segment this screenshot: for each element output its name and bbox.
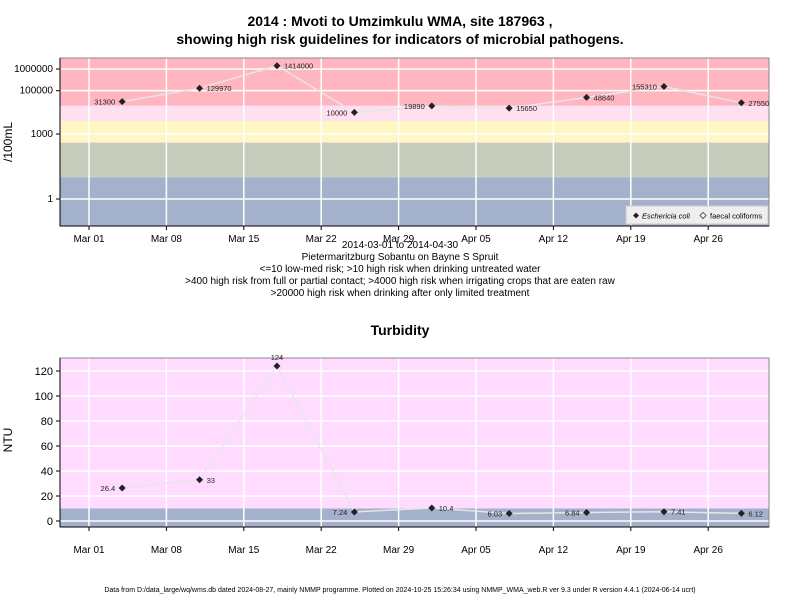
turbidity-point xyxy=(737,509,745,517)
y-tick-label: 120 xyxy=(35,366,53,378)
turbidity-data-label: 10.4 xyxy=(439,504,454,513)
band-high-risk xyxy=(60,58,769,106)
x-tick-label: Apr 19 xyxy=(616,545,646,556)
ecoli-point xyxy=(583,93,591,101)
x-tick-label: Mar 01 xyxy=(73,545,105,556)
turbidity-data-label: 6.12 xyxy=(748,509,763,518)
x-tick-label: Apr 12 xyxy=(539,545,569,556)
chart-title-line1: 2014 : Mvoti to Umzimkulu WMA, site 1879… xyxy=(247,13,553,29)
ecoli-data-label: 48840 xyxy=(594,93,615,102)
chart-title-line2: showing high risk guidelines for indicat… xyxy=(176,31,624,47)
x-tick-label: Mar 29 xyxy=(383,234,415,245)
turbidity-data-label: 124 xyxy=(271,353,284,362)
legend-box xyxy=(625,205,769,225)
y-tick-label: 80 xyxy=(41,416,53,428)
x-tick-label: Mar 08 xyxy=(151,545,183,556)
ecoli-data-label: 10000 xyxy=(327,108,348,117)
x-tick-label: Apr 19 xyxy=(616,234,646,245)
ecoli-point xyxy=(428,102,436,110)
turbidity-data-label: 7.24 xyxy=(333,508,348,517)
x-tick-label: Apr 26 xyxy=(693,234,723,245)
band-irrigation-risk xyxy=(60,120,769,143)
ecoli-point xyxy=(660,83,668,91)
turbidity-point xyxy=(118,484,126,492)
ecoli-data-label: 19890 xyxy=(404,102,425,111)
y-tick-label: 20 xyxy=(41,491,53,503)
caption-date-range: 2014-03-01 to 2014-04-30 xyxy=(341,240,459,251)
footer-note: Data from D:/data_large/wq/wms.db dated … xyxy=(104,587,696,594)
caption-site-name: Pietermaritzburg Sobantu on Bayne S Spru… xyxy=(301,252,499,263)
y-axis-label: NTU xyxy=(1,428,15,453)
ecoli-data-label: 27550 xyxy=(748,99,769,108)
turbidity-data-label: 6.84 xyxy=(565,508,580,517)
y-tick-label: 100 xyxy=(35,391,53,403)
caption-guideline-drinking: <=10 low-med risk; >10 high risk when dr… xyxy=(259,264,541,275)
x-tick-label: Apr 05 xyxy=(461,545,491,556)
legend-label-faecal: faecal coliforms xyxy=(710,212,762,221)
turbidity-data-label: 7.41 xyxy=(671,508,686,517)
ecoli-point xyxy=(196,84,204,92)
ecoli-chart: 1 1000 100000 1000000/100mL Mar 01 Mar 08 Mar … xyxy=(1,57,770,245)
x-tick-label: Apr 05 xyxy=(461,234,491,245)
y-tick-label: 1000000 xyxy=(14,64,53,75)
caption-guideline-contact: >400 high risk from full or partial cont… xyxy=(185,276,615,287)
turbidity-chart: 0 20 40 60 80 100 120 NTU Mar 01 Mar 08 Mar 15 Mar … xyxy=(1,353,770,556)
x-tick-label: Mar 29 xyxy=(383,545,415,556)
y-tick-label: 100000 xyxy=(20,86,54,97)
legend-marker-ecoli xyxy=(633,212,639,219)
turbidity-point xyxy=(505,509,513,517)
legend-marker-faecal xyxy=(699,211,707,220)
ecoli-data-label: 1414000 xyxy=(284,62,313,71)
x-tick-label: Apr 12 xyxy=(539,234,569,245)
turbidity-data-label: 26.4 xyxy=(101,484,116,493)
ecoli-point xyxy=(505,104,513,112)
turbidity-point xyxy=(428,504,436,512)
ecoli-data-label: 129970 xyxy=(207,84,232,93)
band-drinking-risk xyxy=(60,142,769,178)
ecoli-point xyxy=(350,108,358,116)
x-tick-label: Mar 01 xyxy=(73,234,105,245)
y-tick-label: 0 xyxy=(47,516,53,528)
x-tick-label: Mar 08 xyxy=(151,234,183,245)
turbidity-title: Turbidity xyxy=(370,322,430,338)
turbidity-data-label: 33 xyxy=(207,476,215,485)
y-tick-label: 1 xyxy=(47,194,53,205)
legend-label-ecoli: Eschericia coli xyxy=(642,212,690,221)
turbidity-point xyxy=(660,508,668,516)
x-tick-label: Mar 15 xyxy=(228,234,260,245)
turbidity-point xyxy=(196,476,204,484)
y-tick-label: 1000 xyxy=(31,129,54,140)
x-tick-label: Mar 15 xyxy=(228,545,260,556)
turbidity-point xyxy=(583,508,591,516)
ecoli-data-label: 15650 xyxy=(516,104,537,113)
ecoli-point xyxy=(118,98,126,106)
caption-guideline-treatment: >20000 high risk when drinking after onl… xyxy=(270,288,530,299)
ecoli-point xyxy=(737,99,745,107)
ecoli-point xyxy=(273,62,281,70)
turbidity-point xyxy=(273,362,281,370)
turbidity-data-label: 6.03 xyxy=(488,509,503,518)
x-tick-label: Mar 22 xyxy=(306,545,338,556)
y-tick-label: 40 xyxy=(41,466,53,478)
x-tick-label: Apr 26 xyxy=(693,545,723,556)
turbidity-point xyxy=(350,508,358,516)
x-tick-label: Mar 22 xyxy=(306,234,338,245)
y-tick-label: 60 xyxy=(41,441,53,453)
band-contact-risk xyxy=(60,105,769,121)
ecoli-data-label: 155310 xyxy=(632,83,657,92)
y-axis-label: /100mL xyxy=(1,122,15,162)
band-turbidity-high xyxy=(60,358,769,509)
ecoli-data-label: 31300 xyxy=(94,98,115,107)
